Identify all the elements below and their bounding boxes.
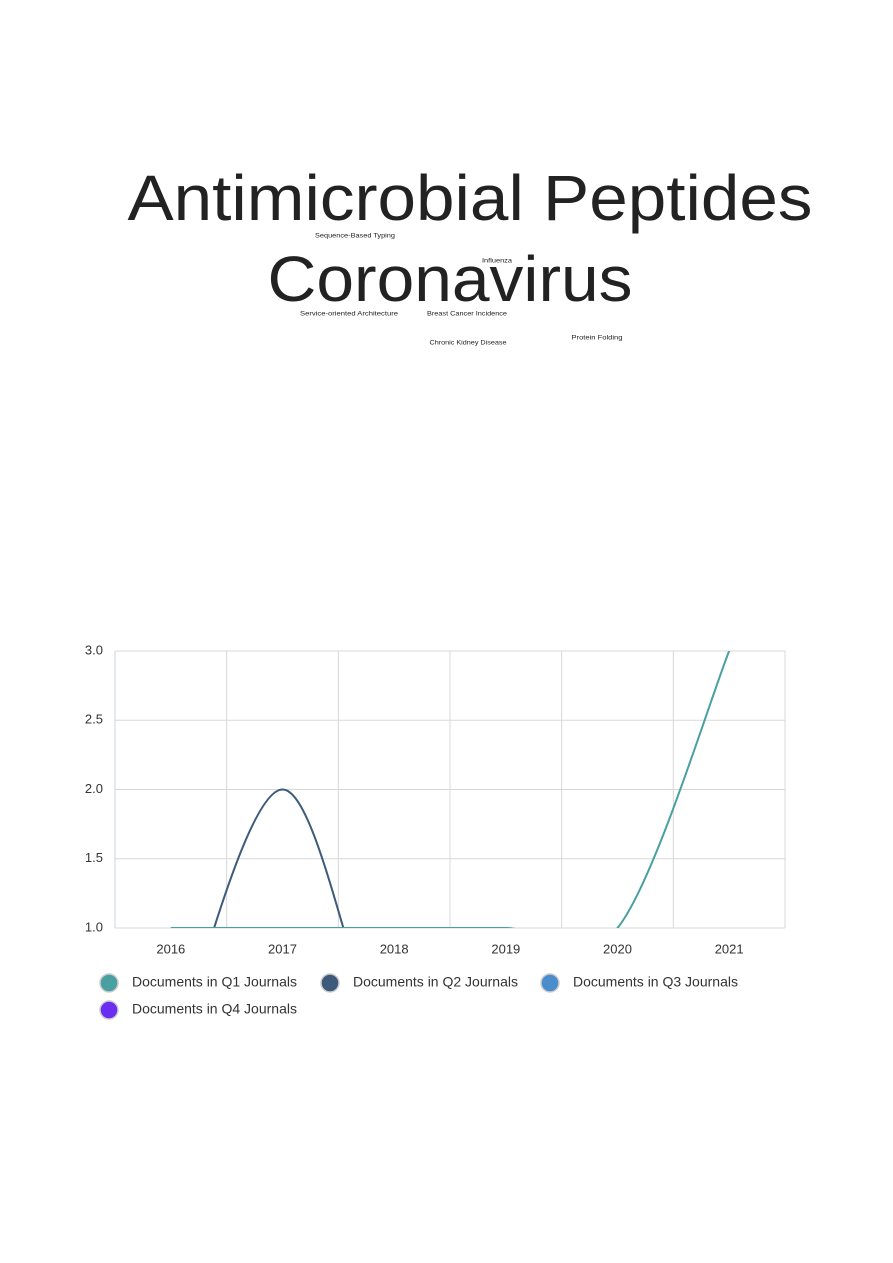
series-line — [213, 788, 345, 928]
legend-label: Documents in Q3 Journals — [573, 974, 738, 990]
legend-label: Documents in Q4 Journals — [132, 1001, 297, 1017]
y-tick-label: 1.0 — [85, 919, 103, 934]
legend-marker — [99, 1000, 119, 1020]
x-tick-label: 2016 — [156, 941, 185, 956]
x-tick-label: 2018 — [380, 941, 409, 956]
cloud-word: Protein Folding — [572, 335, 623, 342]
cloud-word: Coronavirus — [268, 243, 633, 315]
x-tick-label: 2020 — [603, 941, 632, 956]
cloud-word: Antimicrobial Peptides — [128, 162, 813, 234]
x-tick-label: 2021 — [715, 941, 744, 956]
legend-marker — [320, 973, 340, 993]
cloud-word: Sequence-Based Typing — [315, 233, 395, 240]
plot-area — [170, 651, 731, 928]
legend-label: Documents in Q2 Journals — [353, 974, 518, 990]
y-tick-label: 2.5 — [85, 712, 103, 727]
cloud-word: Service-oriented Architecture — [300, 311, 398, 318]
legend-marker — [99, 973, 119, 993]
x-tick-label: 2017 — [268, 941, 297, 956]
legend-marker — [540, 973, 560, 993]
cloud-word: Influenza — [482, 259, 513, 265]
y-tick-label: 1.5 — [85, 850, 103, 865]
cloud-word: Breast Cancer Incidence — [427, 311, 507, 318]
x-tick-label: 2019 — [491, 941, 520, 956]
cloud-word: Chronic Kidney Disease — [430, 340, 507, 347]
legend-label: Documents in Q1 Journals — [132, 974, 297, 990]
y-tick-label: 3.0 — [85, 642, 103, 657]
y-tick-label: 2.0 — [85, 781, 103, 796]
series-line — [170, 651, 731, 928]
